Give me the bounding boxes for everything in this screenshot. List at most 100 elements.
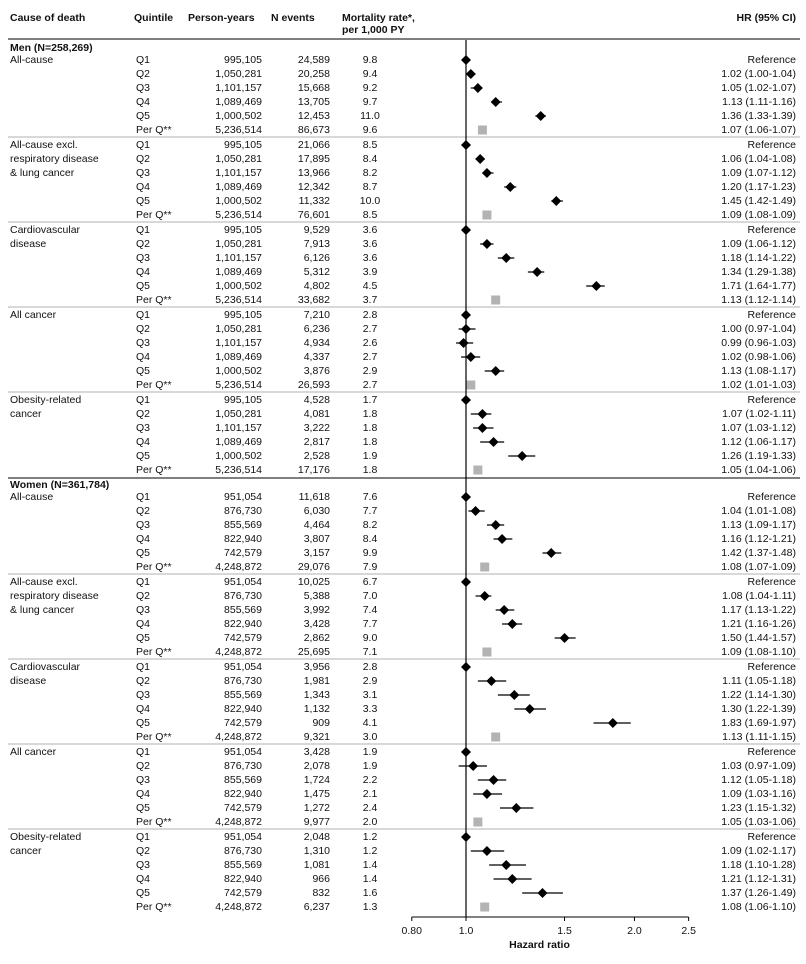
hr-marker xyxy=(490,520,501,530)
person-years: 1,050,281 xyxy=(215,323,262,335)
quintile: Q3 xyxy=(136,167,150,179)
n-events: 13,705 xyxy=(298,96,330,108)
person-years: 1,089,469 xyxy=(215,96,262,108)
mortality-rate: 1.3 xyxy=(363,901,378,913)
quintile: Q2 xyxy=(136,845,150,857)
person-years: 1,089,469 xyxy=(215,351,262,363)
n-events: 76,601 xyxy=(298,209,330,221)
hr-label: 0.99 (0.96-1.03) xyxy=(721,337,796,349)
n-events: 24,589 xyxy=(298,54,330,66)
person-years: 822,940 xyxy=(224,703,262,715)
person-years: 1,000,502 xyxy=(215,280,262,292)
quintile: Q2 xyxy=(136,238,150,250)
mortality-rate: 8.4 xyxy=(363,153,378,165)
trend-marker xyxy=(466,380,476,390)
n-events: 26,593 xyxy=(298,379,330,391)
n-events: 10,025 xyxy=(298,576,330,588)
n-events: 1,081 xyxy=(304,859,330,871)
trend-marker xyxy=(473,817,483,827)
hr-label: 1.05 (1.04-1.06) xyxy=(721,464,796,476)
mortality-rate: 1.7 xyxy=(363,394,378,406)
mortality-rate: 1.6 xyxy=(363,887,378,899)
person-years: 4,248,872 xyxy=(215,646,262,658)
n-events: 6,030 xyxy=(304,505,330,517)
n-events: 25,695 xyxy=(298,646,330,658)
n-events: 6,236 xyxy=(304,323,330,335)
person-years: 876,730 xyxy=(224,760,262,772)
hr-label: 1.11 (1.05-1.18) xyxy=(722,675,796,687)
x-tick-label: 2.5 xyxy=(681,925,696,937)
person-years: 995,105 xyxy=(224,54,262,66)
quintile: Per Q** xyxy=(136,731,172,743)
person-years: 876,730 xyxy=(224,675,262,687)
mortality-rate: 2.0 xyxy=(363,816,378,828)
hr-label: Reference xyxy=(748,139,797,151)
group-title: Women (N=361,784) xyxy=(10,479,109,491)
column-header: Cause of death xyxy=(10,12,85,24)
n-events: 3,157 xyxy=(304,547,330,559)
hr-marker xyxy=(486,676,497,686)
quintile: Q3 xyxy=(136,252,150,264)
hr-label: 1.08 (1.04-1.11) xyxy=(722,590,796,602)
quintile: Q2 xyxy=(136,505,150,517)
person-years: 1,000,502 xyxy=(215,365,262,377)
n-events: 12,342 xyxy=(298,181,330,193)
hr-label: 1.26 (1.19-1.33) xyxy=(721,450,796,462)
n-events: 2,048 xyxy=(304,831,330,843)
quintile: Q4 xyxy=(136,533,150,545)
cause-name: disease xyxy=(10,238,46,250)
quintile: Q3 xyxy=(136,604,150,616)
mortality-rate: 8.5 xyxy=(363,209,378,221)
person-years: 1,050,281 xyxy=(215,408,262,420)
hr-label: Reference xyxy=(748,831,797,843)
cause-name: disease xyxy=(10,675,46,687)
mortality-rate: 1.8 xyxy=(363,408,378,420)
person-years: 995,105 xyxy=(224,309,262,321)
n-events: 1,724 xyxy=(304,774,330,786)
quintile: Q4 xyxy=(136,436,150,448)
person-years: 4,248,872 xyxy=(215,901,262,913)
hr-marker xyxy=(468,761,479,771)
n-events: 6,237 xyxy=(304,901,330,913)
quintile: Q1 xyxy=(136,576,150,588)
mortality-rate: 11.0 xyxy=(360,110,380,122)
quintile: Q1 xyxy=(136,139,150,151)
quintile: Q1 xyxy=(136,661,150,673)
hr-label: 1.42 (1.37-1.48) xyxy=(721,547,796,559)
n-events: 15,668 xyxy=(298,82,330,94)
n-events: 5,388 xyxy=(304,590,330,602)
mortality-rate: 1.4 xyxy=(363,859,378,871)
cause-name: All-cause excl. xyxy=(10,576,78,588)
quintile: Q3 xyxy=(136,82,150,94)
hr-label: 1.02 (1.01-1.03) xyxy=(721,379,796,391)
quintile: Q2 xyxy=(136,590,150,602)
hr-marker xyxy=(475,154,486,164)
person-years: 1,000,502 xyxy=(215,195,262,207)
n-events: 7,913 xyxy=(304,238,330,250)
hr-marker xyxy=(472,83,483,93)
hr-marker xyxy=(470,506,481,516)
x-tick-label: 2.0 xyxy=(627,925,642,937)
n-events: 3,222 xyxy=(304,422,330,434)
quintile: Per Q** xyxy=(136,646,172,658)
hr-label: 1.34 (1.29-1.38) xyxy=(721,266,796,278)
n-events: 1,132 xyxy=(304,703,330,715)
person-years: 876,730 xyxy=(224,505,262,517)
n-events: 1,343 xyxy=(304,689,330,701)
quintile: Q1 xyxy=(136,224,150,236)
hr-label: 1.09 (1.08-1.10) xyxy=(721,646,796,658)
mortality-rate: 3.6 xyxy=(363,252,378,264)
column-header: Mortality rate*, xyxy=(342,12,415,24)
quintile: Q1 xyxy=(136,394,150,406)
mortality-rate: 3.1 xyxy=(363,689,378,701)
person-years: 855,569 xyxy=(224,689,262,701)
person-years: 995,105 xyxy=(224,394,262,406)
mortality-rate: 2.8 xyxy=(363,661,378,673)
quintile: Q2 xyxy=(136,408,150,420)
cause-name: & lung cancer xyxy=(10,167,75,179)
mortality-rate: 3.6 xyxy=(363,238,378,250)
person-years: 5,236,514 xyxy=(215,209,262,221)
hr-label: 1.04 (1.01-1.08) xyxy=(721,505,796,517)
